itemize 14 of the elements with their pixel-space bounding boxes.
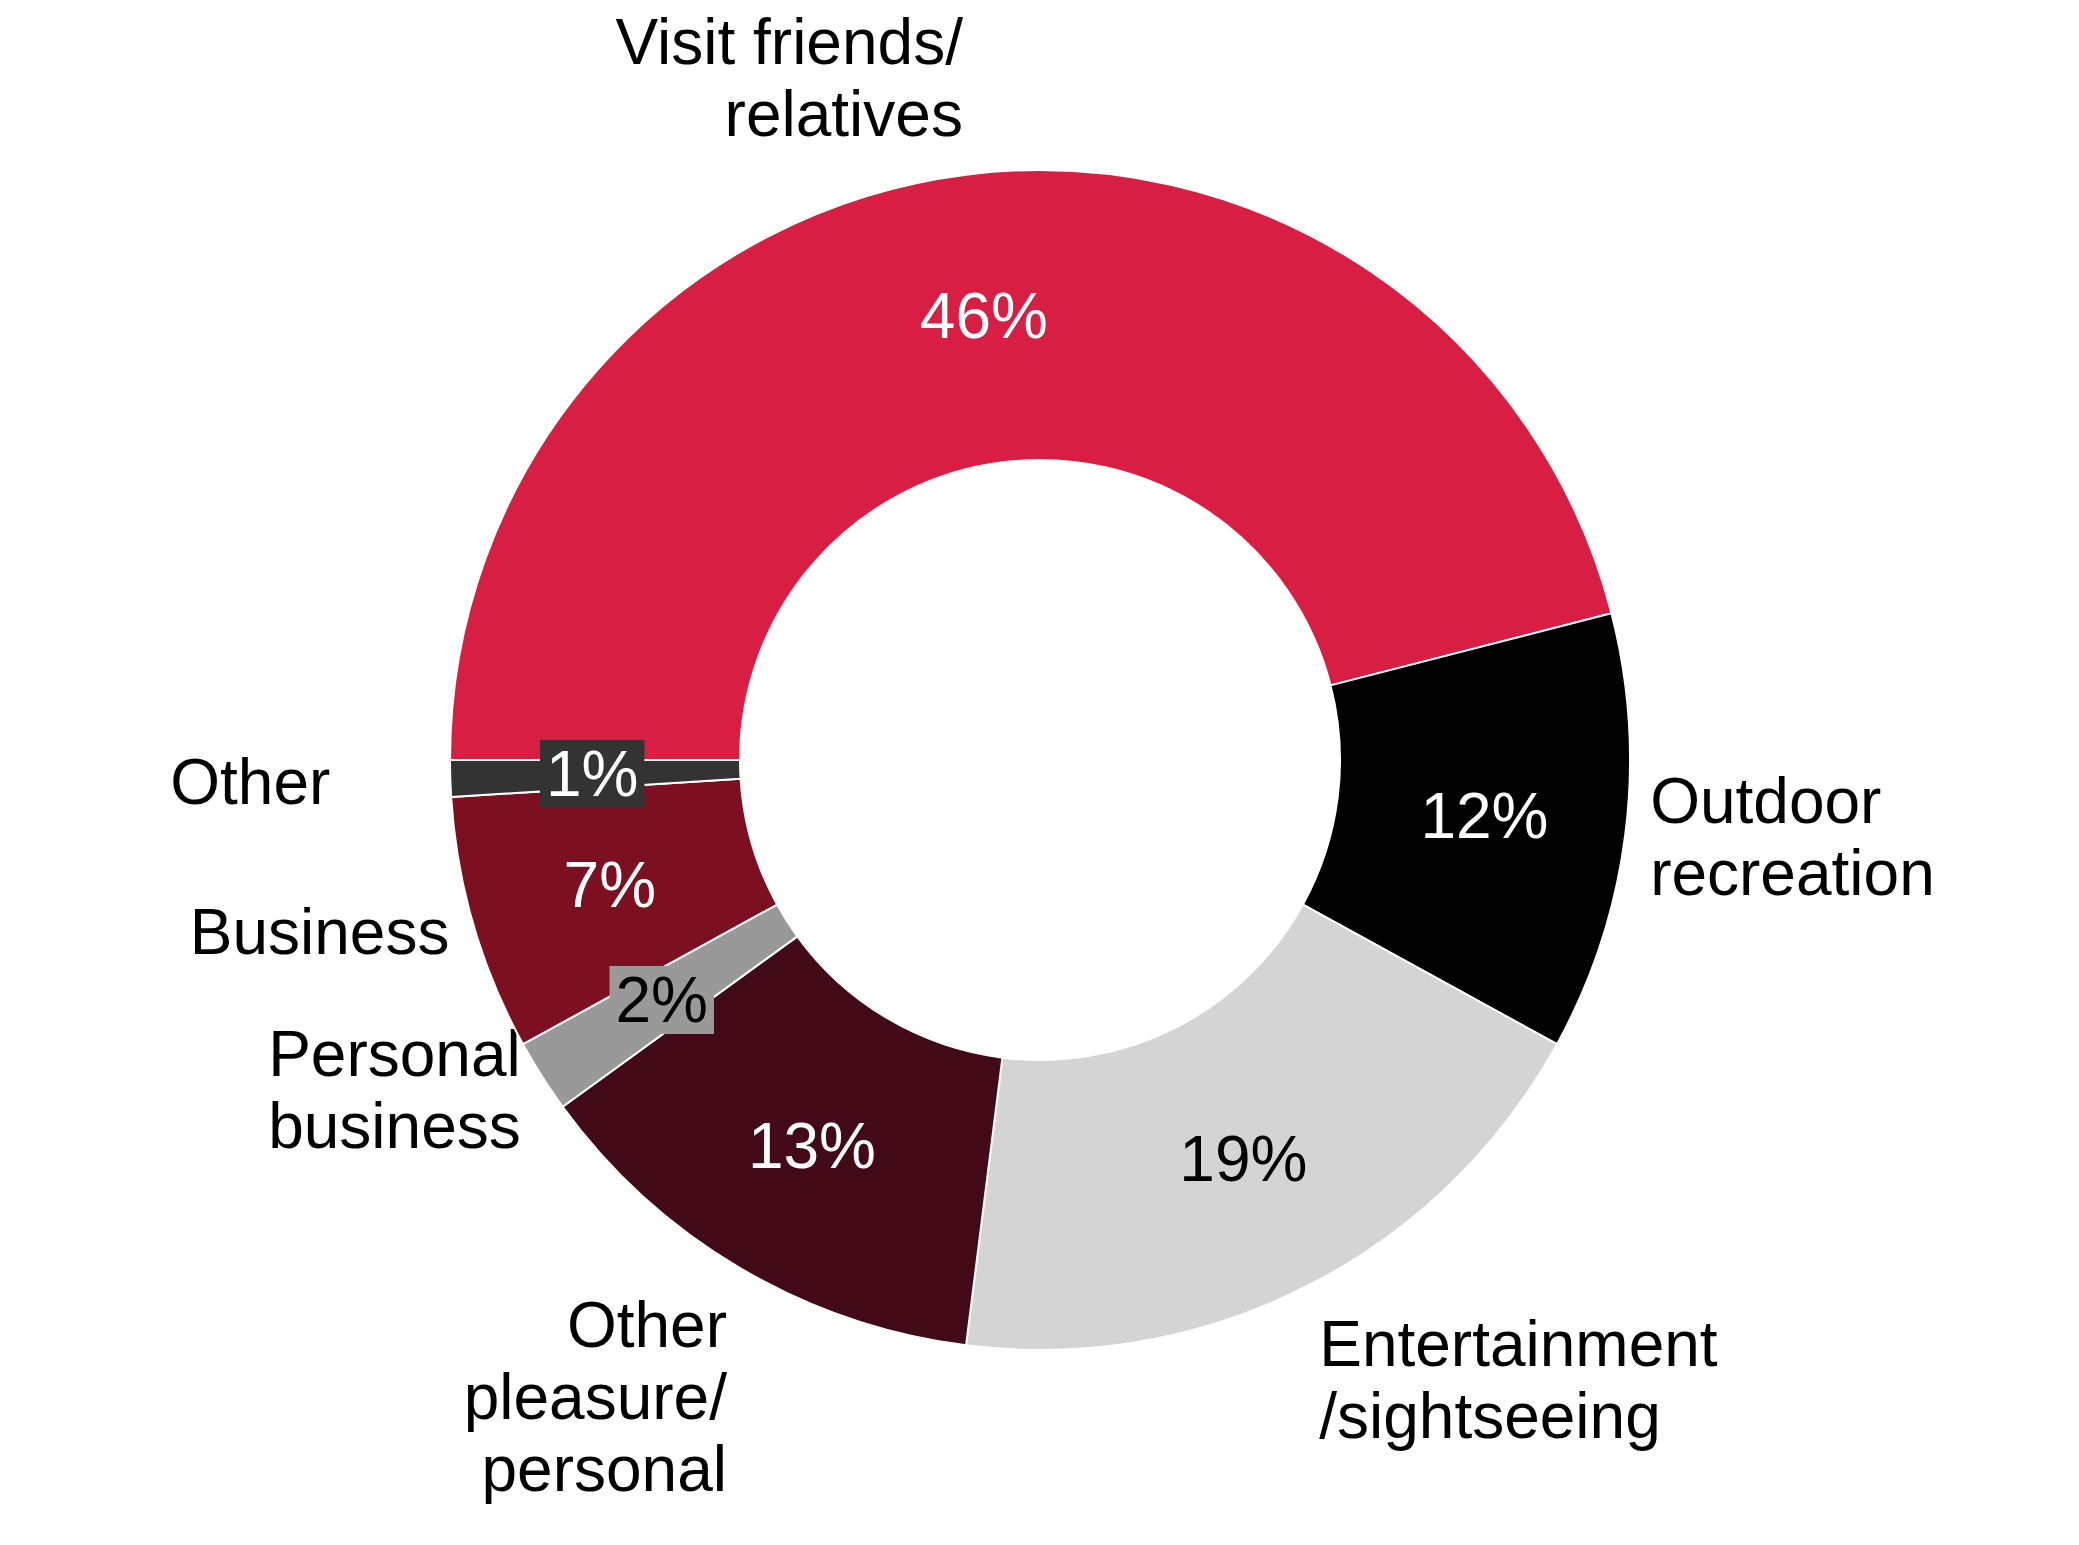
slice-label: Business bbox=[189, 895, 450, 968]
slice-label: Personal business bbox=[268, 1017, 521, 1162]
data-label: 13% bbox=[747, 1109, 876, 1182]
data-label: 46% bbox=[919, 279, 1048, 352]
slice-label: Other pleasure/ personal bbox=[463, 1289, 728, 1506]
data-label: 1% bbox=[545, 738, 639, 811]
data-label: 12% bbox=[1420, 780, 1549, 853]
slice-label: Other bbox=[170, 746, 331, 819]
data-label: 19% bbox=[1179, 1123, 1308, 1196]
slice-label: Entertainment /sightseeing bbox=[1319, 1307, 1718, 1452]
slice-label: Visit friends/ relatives bbox=[615, 5, 964, 150]
data-label: 7% bbox=[563, 848, 657, 921]
slice-label: Outdoor recreation bbox=[1650, 765, 1935, 910]
data-label: 2% bbox=[615, 964, 708, 1037]
